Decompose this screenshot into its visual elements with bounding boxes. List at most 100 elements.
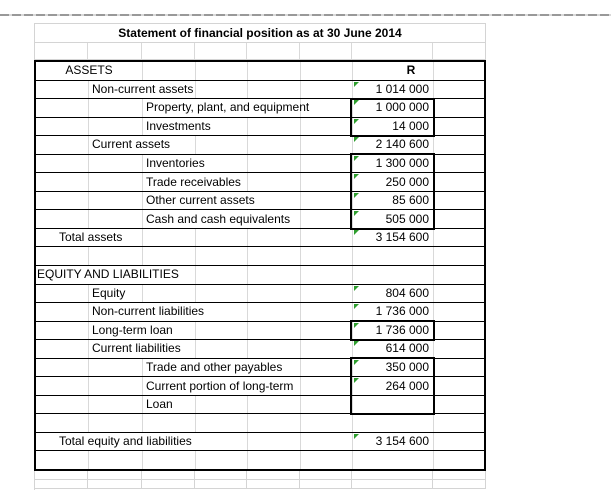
grid-cell [89, 99, 143, 117]
grid-cell [36, 247, 89, 266]
label-inventories[interactable]: Inventories [143, 154, 248, 173]
label-total-assets[interactable]: Total assets [36, 228, 143, 247]
value-cell[interactable]: 614 000 [353, 340, 434, 358]
row-trade-receivables: Trade receivables 250 000 [36, 173, 484, 192]
label-property-plant-equipment[interactable]: Property, plant, and equipment [143, 99, 309, 117]
value-cell[interactable]: 1 736 000 [353, 303, 434, 321]
label-long-term-loan[interactable]: Long-term loan [89, 321, 196, 340]
row-non-current-liabilities: Non-current liabilities 1 736 000 [36, 303, 484, 322]
row-other-current-assets: Other current assets 85 600 [36, 191, 484, 211]
statement-title[interactable]: Statement of financial position as at 30… [35, 24, 485, 43]
grid-cell [35, 43, 88, 59]
value-cell[interactable]: 1 000 000 [353, 99, 434, 117]
label-current-portion-of-long-term[interactable]: Current portion of long-term [143, 377, 301, 395]
grid-cell [89, 358, 143, 377]
value-cell[interactable]: 2 140 600 [353, 136, 434, 154]
row-assets-header: ASSETS R [36, 62, 484, 81]
grid-cell [301, 173, 353, 191]
grid-cell [434, 155, 484, 173]
grid-cell [434, 285, 484, 303]
grid-cell [353, 247, 434, 266]
value-cell[interactable]: 804 600 [353, 284, 434, 303]
grid-cell [196, 395, 248, 414]
grid-cell [195, 480, 247, 488]
grid-cell [434, 451, 484, 469]
grid-cell [352, 43, 433, 59]
grid-cell [434, 210, 484, 228]
grid-cell [434, 136, 484, 154]
grid-cell [36, 358, 89, 377]
grid-cell [248, 432, 301, 451]
grid-cell [248, 451, 301, 470]
label-current-liabilities[interactable]: Current liabilities [89, 340, 196, 358]
label-trade-and-other-payables[interactable]: Trade and other payables [143, 358, 301, 377]
grid-cell [247, 480, 300, 488]
label-total-equity-and-liabilities[interactable]: Total equity and liabilities [36, 432, 248, 451]
grid-cell [143, 414, 196, 432]
grid-cell [142, 480, 195, 488]
grid-cell [301, 80, 353, 99]
grid-cell [196, 136, 248, 154]
grid-cell [434, 247, 484, 265]
value-cell[interactable]: 264 000 [353, 377, 434, 395]
value-cell[interactable]: 85 600 [353, 191, 434, 210]
value-cell[interactable]: 14 000 [353, 117, 434, 136]
grid-cell [35, 480, 88, 488]
label-assets[interactable]: ASSETS [36, 62, 143, 80]
label-cash-and-cash-equivalents[interactable]: Cash and cash equivalents [143, 210, 301, 228]
grid-cell [196, 340, 248, 358]
grid-cell [248, 80, 301, 99]
grid-cell [36, 321, 89, 340]
grid-cell [248, 303, 301, 321]
grid-cell [143, 62, 196, 80]
row-long-term-loan: Long-term loan 1 736 000 [36, 321, 484, 341]
grid-cell [353, 266, 434, 284]
row-loan: Loan [36, 395, 484, 415]
value-cell[interactable]: 3 154 600 [353, 228, 434, 247]
grid-cell [301, 210, 353, 228]
row-empty [36, 451, 484, 470]
grid-cell [301, 451, 353, 470]
row-investments: Investments 14 000 [36, 117, 484, 137]
label-non-current-assets[interactable]: Non-current assets [89, 80, 196, 99]
grid-cell [434, 81, 484, 99]
grid-cell [301, 395, 353, 414]
value-cell[interactable]: 1 736 000 [353, 321, 434, 340]
grid-cell [88, 471, 142, 479]
label-current-assets[interactable]: Current assets [89, 136, 196, 154]
value-cell[interactable]: 1 014 000 [353, 80, 434, 99]
grid-cell [143, 451, 196, 470]
grid-cell [301, 136, 353, 154]
grid-cell [434, 62, 484, 80]
label-equity-and-liabilities[interactable]: EQUITY AND LIABILITIES [36, 266, 196, 284]
grid-cell [434, 322, 484, 340]
value-cell[interactable]: 1 300 000 [353, 154, 434, 173]
value-cell[interactable]: 505 000 [353, 210, 434, 228]
label-loan[interactable]: Loan [143, 395, 196, 414]
grid-cell [433, 43, 485, 59]
grid-row [35, 471, 486, 480]
grid-cell [301, 154, 353, 173]
currency-header[interactable]: R [353, 62, 434, 80]
label-non-current-liabilities[interactable]: Non-current liabilities [89, 303, 248, 321]
value-cell[interactable]: 250 000 [353, 173, 434, 191]
grid-cell [89, 210, 143, 228]
row-equity-and-liabilities-header: EQUITY AND LIABILITIES [36, 266, 484, 285]
row-current-portion-of-long-term: Current portion of long-term 264 000 [36, 377, 484, 396]
label-other-current-assets[interactable]: Other current assets [143, 191, 301, 210]
grid-cell [36, 80, 89, 99]
row-total-equity-and-liabilities: Total equity and liabilities 3 154 600 [36, 432, 484, 452]
grid-cell [301, 358, 353, 377]
value-cell[interactable]: 350 000 [353, 358, 434, 377]
grid-cell [247, 471, 300, 479]
label-trade-receivables[interactable]: Trade receivables [143, 173, 248, 191]
label-investments[interactable]: Investments [143, 117, 248, 136]
grid-cell [195, 471, 247, 479]
grid-cell [353, 451, 434, 470]
grid-cell [89, 451, 143, 470]
grid-cell [248, 247, 301, 266]
grid-cell [142, 43, 195, 59]
value-cell[interactable]: 3 154 600 [353, 432, 434, 451]
grid-cell [248, 321, 301, 340]
label-equity[interactable]: Equity [89, 284, 143, 303]
